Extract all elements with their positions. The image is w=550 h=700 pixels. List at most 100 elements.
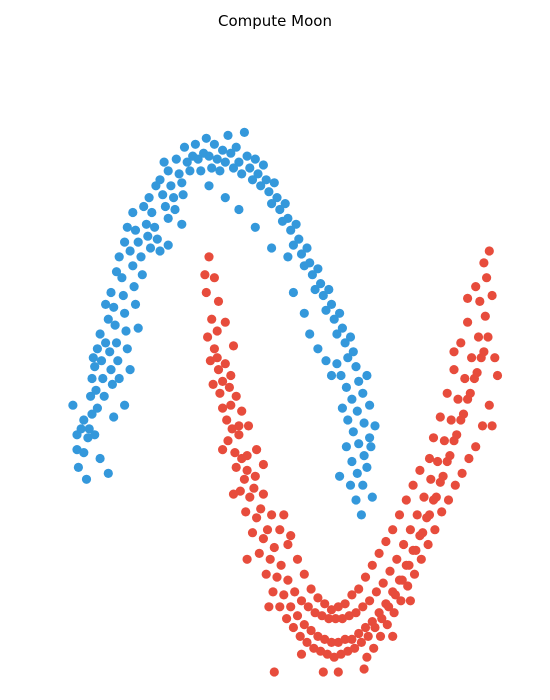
scatter-point-series-2 <box>258 459 268 470</box>
scatter-point-series-2 <box>292 554 303 564</box>
scatter-point-series-2 <box>269 667 279 677</box>
scatter-point-series-1 <box>84 424 94 434</box>
scatter-point-series-2 <box>254 548 264 559</box>
scatter-point-series-1 <box>356 510 366 520</box>
scatter-point-series-2 <box>222 415 232 425</box>
scatter-point-series-1 <box>120 308 130 318</box>
scatter-point-series-2 <box>415 465 425 475</box>
scatter-point-series-1 <box>239 127 249 137</box>
scatter-point-series-1 <box>196 166 206 176</box>
scatter-point-series-1 <box>288 287 298 298</box>
scatter-point-series-1 <box>152 234 162 244</box>
scatter-point-series-1 <box>332 359 342 369</box>
scatter-point-series-2 <box>347 634 357 645</box>
scatter-point-series-2 <box>471 282 481 292</box>
scatter-point-series-1 <box>352 406 362 416</box>
scatter-point-series-1 <box>207 163 217 173</box>
scatter-point-series-1 <box>121 326 131 336</box>
scatter-point-series-2 <box>356 637 366 648</box>
scatter-point-series-2 <box>292 611 303 621</box>
scatter-point-series-1 <box>95 329 105 339</box>
scatter-point-series-2 <box>224 382 234 392</box>
scatter-point-series-1 <box>190 139 200 149</box>
scatter-point-series-2 <box>360 622 371 633</box>
scatter-point-series-2 <box>310 608 320 618</box>
scatter-point-series-2 <box>213 365 224 375</box>
scatter-point-series-1 <box>145 243 156 253</box>
scatter-point-series-2 <box>390 590 400 600</box>
scatter-point-series-1 <box>318 290 328 301</box>
scatter-point-series-1 <box>348 347 358 357</box>
scatter-point-series-1 <box>351 495 361 505</box>
scatter-point-series-2 <box>209 273 219 283</box>
scatter-point-series-1 <box>81 474 92 484</box>
scatter-point-series-2 <box>433 456 443 467</box>
scatter-point-series-2 <box>359 664 369 674</box>
scatter-point-series-2 <box>220 359 230 369</box>
scatter-point-series-2 <box>320 599 330 609</box>
scatter-point-series-1 <box>106 287 116 298</box>
scatter-point-series-2 <box>303 602 313 612</box>
scatter-point-series-1 <box>218 145 228 155</box>
scatter-point-series-1 <box>220 157 230 167</box>
scatter-point-series-1 <box>267 243 277 253</box>
scatter-point-series-2 <box>350 643 360 653</box>
scatter-point-series-1 <box>359 418 369 428</box>
scatter-point-series-2 <box>209 344 219 354</box>
scatter-point-series-2 <box>419 492 429 502</box>
scatter-point-series-2 <box>245 492 255 502</box>
scatter-point-series-1 <box>103 468 113 478</box>
scatter-point-series-1 <box>160 201 170 212</box>
scatter-point-series-1 <box>120 400 130 410</box>
scatter-point-series-2 <box>231 391 241 401</box>
scatter-point-series-1 <box>128 261 138 271</box>
scatter-point-series-1 <box>226 148 236 158</box>
scatter-point-series-1 <box>122 344 132 354</box>
scatter-point-series-2 <box>377 614 387 624</box>
scatter-point-series-1 <box>335 308 345 318</box>
scatter-point-series-2 <box>445 451 455 461</box>
scatter-point-series-2 <box>458 409 469 419</box>
scatter-point-series-1 <box>120 237 130 247</box>
scatter-point-series-1 <box>347 394 357 404</box>
scatter-point-series-2 <box>385 566 395 576</box>
scatter-point-series-1 <box>283 252 293 262</box>
scatter-point-series-2 <box>283 575 293 585</box>
scatter-point-series-1 <box>139 201 149 212</box>
scatter-point-series-2 <box>354 628 364 639</box>
scatter-point-series-2 <box>279 510 289 520</box>
scatter-point-series-1 <box>169 193 179 203</box>
scatter-point-series-1 <box>305 258 315 268</box>
scatter-point-series-1 <box>223 130 233 140</box>
scatter-point-series-2 <box>269 542 279 553</box>
scatter-point-series-1 <box>177 219 187 229</box>
scatter-point-series-2 <box>463 317 473 327</box>
scatter-point-series-2 <box>479 347 489 357</box>
scatter-point-series-1 <box>99 391 109 401</box>
scatter-point-series-2 <box>226 400 236 410</box>
scatter-point-series-2 <box>347 590 357 600</box>
scatter-point-series-1 <box>133 237 143 247</box>
scatter-point-series-1 <box>275 204 285 215</box>
scatter-point-series-1 <box>143 231 153 241</box>
scatter-point-series-2 <box>370 622 380 633</box>
scatter-point-series-1 <box>122 222 132 232</box>
scatter-point-series-1 <box>125 365 135 375</box>
scatter-point-series-1 <box>365 433 375 443</box>
scatter-point-series-2 <box>369 643 379 653</box>
scatter-point-series-1 <box>92 344 102 354</box>
scatter-point-series-2 <box>437 507 447 517</box>
scatter-point-series-2 <box>392 554 402 564</box>
scatter-point-series-2 <box>286 602 296 612</box>
scatter-point-series-1 <box>351 362 361 372</box>
scatter-point-series-1 <box>171 154 181 164</box>
scatter-point-series-2 <box>276 560 286 570</box>
scatter-point-series-2 <box>480 311 490 321</box>
scatter-point-series-2 <box>449 347 459 357</box>
scatter-point-series-1 <box>114 373 124 384</box>
scatter-point-series-2 <box>247 528 258 538</box>
scatter-point-series-1 <box>68 400 78 410</box>
scatter-point-series-1 <box>256 181 266 191</box>
scatter-point-series-2 <box>465 388 475 398</box>
scatter-point-series-2 <box>411 545 421 556</box>
